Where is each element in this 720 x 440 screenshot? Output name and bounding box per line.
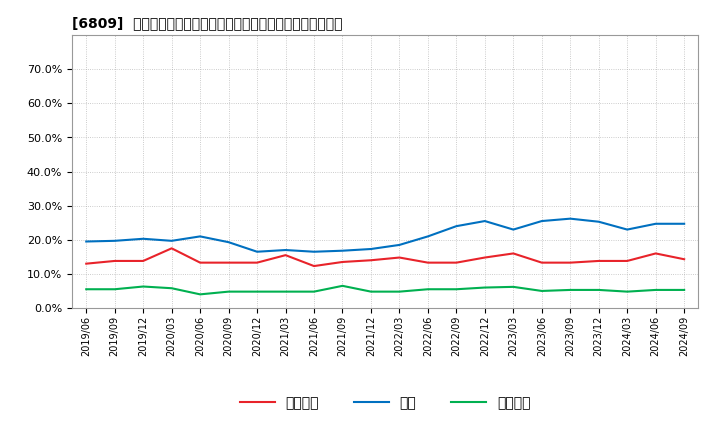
在庫 [82,239,91,244]
買入債務 [423,286,432,292]
在庫 [196,234,204,239]
買入債務 [452,286,461,292]
在庫 [423,234,432,239]
在庫 [395,242,404,248]
在庫 [139,236,148,242]
Text: [6809]  売上債権、在庫、買入債務の総資産に対する比率の推移: [6809] 売上債権、在庫、買入債務の総資産に対する比率の推移 [72,16,343,30]
在庫 [566,216,575,221]
売上債権 [139,258,148,264]
売上債権 [253,260,261,265]
在庫 [310,249,318,254]
売上債権 [310,264,318,269]
売上債権 [366,258,375,263]
売上債権 [452,260,461,265]
在庫 [225,239,233,245]
売上債権 [110,258,119,264]
買入債務 [253,289,261,294]
在庫 [623,227,631,232]
売上債権 [395,255,404,260]
買入債務 [395,289,404,294]
買入債務 [366,289,375,294]
買入債務 [595,287,603,293]
買入債務 [480,285,489,290]
Line: 在庫: 在庫 [86,219,684,252]
買入債務 [623,289,631,294]
買入債務 [566,287,575,293]
在庫 [167,238,176,243]
在庫 [595,219,603,224]
売上債権 [623,258,631,264]
買入債務 [82,286,91,292]
売上債権 [595,258,603,264]
売上債権 [225,260,233,265]
買入債務 [652,287,660,293]
売上債権 [537,260,546,265]
Line: 売上債権: 売上債権 [86,248,684,266]
売上債権 [196,260,204,265]
売上債権 [680,257,688,262]
買入債務 [310,289,318,294]
売上債権 [566,260,575,265]
在庫 [680,221,688,227]
在庫 [480,218,489,224]
売上債権 [509,251,518,256]
在庫 [537,218,546,224]
買入債務 [196,292,204,297]
在庫 [509,227,518,232]
在庫 [338,248,347,253]
売上債権 [338,259,347,264]
買入債務 [509,284,518,290]
売上債権 [167,246,176,251]
Legend: 売上債権, 在庫, 買入債務: 売上債権, 在庫, 買入債務 [234,391,536,416]
在庫 [253,249,261,254]
在庫 [366,246,375,252]
売上債権 [652,251,660,256]
Line: 買入債務: 買入債務 [86,286,684,294]
買入債務 [167,286,176,291]
在庫 [452,224,461,229]
売上債権 [82,261,91,266]
買入債務 [282,289,290,294]
売上債権 [480,255,489,260]
買入債務 [338,283,347,289]
売上債権 [282,253,290,258]
買入債務 [139,284,148,289]
買入債務 [537,288,546,293]
売上債権 [423,260,432,265]
在庫 [282,247,290,253]
在庫 [652,221,660,227]
買入債務 [110,286,119,292]
買入債務 [225,289,233,294]
買入債務 [680,287,688,293]
在庫 [110,238,119,243]
